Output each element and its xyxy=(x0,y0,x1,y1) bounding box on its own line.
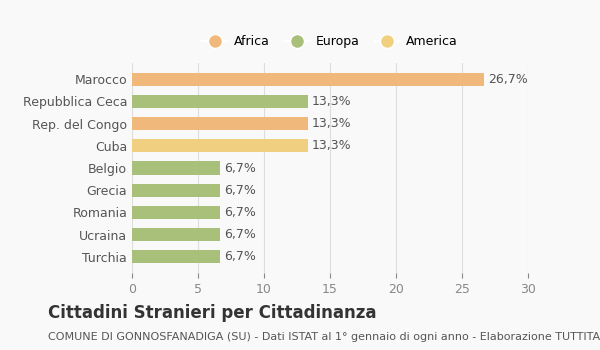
Text: Cittadini Stranieri per Cittadinanza: Cittadini Stranieri per Cittadinanza xyxy=(48,304,377,322)
Bar xyxy=(132,250,220,264)
Text: COMUNE DI GONNOSFANADIGA (SU) - Dati ISTAT al 1° gennaio di ogni anno - Elaboraz: COMUNE DI GONNOSFANADIGA (SU) - Dati IST… xyxy=(48,331,600,342)
Text: 6,7%: 6,7% xyxy=(224,161,256,175)
Bar xyxy=(132,183,220,197)
Bar xyxy=(132,117,308,130)
Text: 6,7%: 6,7% xyxy=(224,228,256,241)
Text: 13,3%: 13,3% xyxy=(311,139,351,152)
Legend: Africa, Europa, America: Africa, Europa, America xyxy=(199,32,461,52)
Bar xyxy=(132,206,220,219)
Text: 6,7%: 6,7% xyxy=(224,206,256,219)
Bar xyxy=(132,139,308,153)
Text: 13,3%: 13,3% xyxy=(311,117,351,130)
Text: 26,7%: 26,7% xyxy=(488,73,528,86)
Bar xyxy=(132,72,484,86)
Bar xyxy=(132,228,220,241)
Text: 6,7%: 6,7% xyxy=(224,184,256,197)
Bar xyxy=(132,161,220,175)
Bar xyxy=(132,95,308,108)
Text: 13,3%: 13,3% xyxy=(311,95,351,108)
Text: 6,7%: 6,7% xyxy=(224,250,256,263)
